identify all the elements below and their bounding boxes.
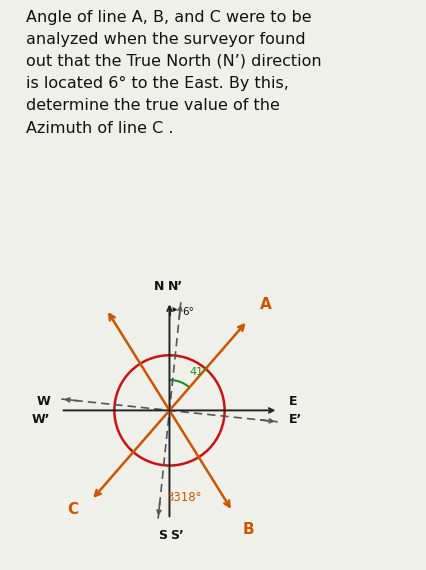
Text: N: N — [154, 280, 164, 293]
Text: C: C — [68, 502, 79, 517]
Text: W: W — [37, 395, 51, 408]
Text: E: E — [288, 395, 297, 408]
Text: 41°: 41° — [190, 367, 209, 377]
Text: Angle of line A, B, and C were to be
analyzed when the surveyor found
out that t: Angle of line A, B, and C were to be ana… — [26, 10, 321, 136]
Text: B: B — [243, 522, 255, 537]
Text: A: A — [260, 298, 272, 312]
Text: S: S — [158, 530, 167, 543]
Text: E’: E’ — [288, 413, 302, 426]
Text: S’: S’ — [170, 530, 184, 543]
Text: 3318°: 3318° — [166, 491, 202, 504]
Text: N’: N’ — [168, 280, 183, 293]
Text: 6°: 6° — [182, 307, 194, 317]
Text: W’: W’ — [32, 413, 51, 426]
